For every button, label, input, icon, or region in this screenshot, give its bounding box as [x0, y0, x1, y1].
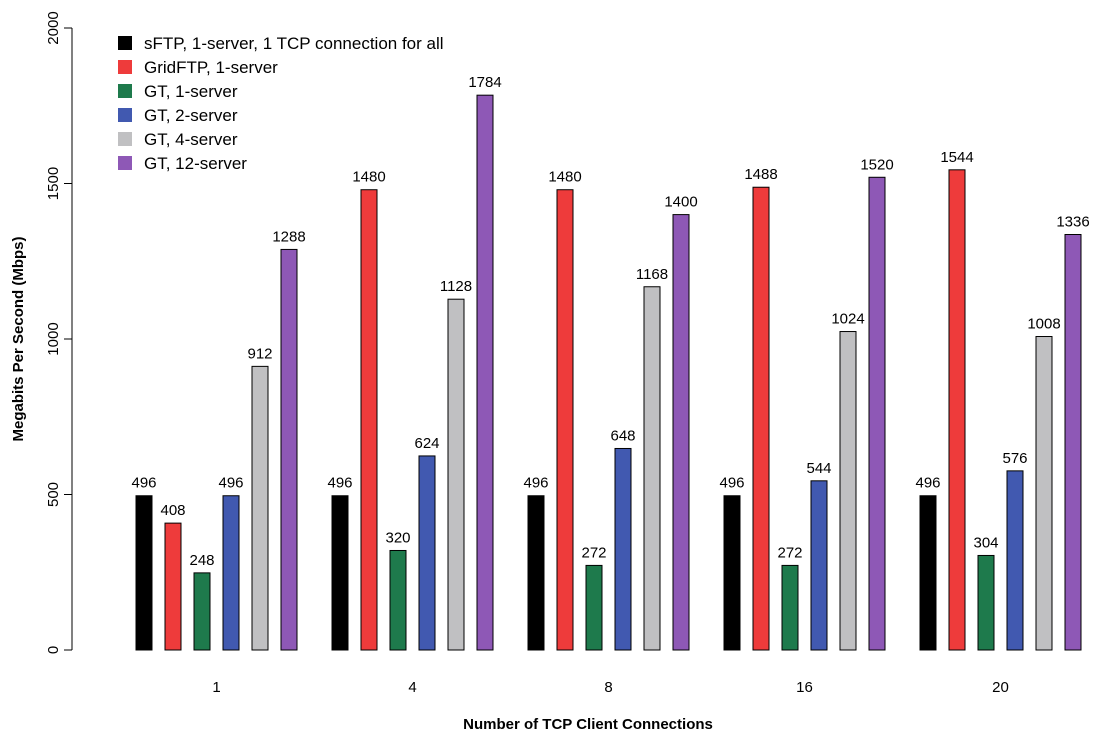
bar [447, 298, 465, 651]
data-label: 304 [973, 534, 998, 551]
data-label: 1024 [831, 311, 864, 328]
bar [810, 480, 828, 651]
data-label: 1784 [468, 74, 501, 91]
bar [585, 564, 603, 651]
x-tick-label: 20 [992, 679, 1009, 696]
data-label: 272 [777, 544, 802, 561]
data-label: 1488 [744, 166, 777, 183]
y-tick-label: 500 [45, 482, 62, 507]
legend-swatch [118, 156, 132, 170]
data-label: 1288 [272, 228, 305, 245]
data-label: 912 [247, 345, 272, 362]
bar [251, 365, 269, 651]
data-label: 1544 [940, 149, 973, 166]
x-axis-title: Number of TCP Client Connections [463, 716, 713, 733]
data-label: 496 [131, 475, 156, 492]
bar [556, 189, 574, 651]
bar [360, 189, 378, 651]
data-label: 496 [218, 475, 243, 492]
bar [193, 572, 211, 651]
bar [752, 186, 770, 651]
data-label: 248 [189, 552, 214, 569]
data-label: 496 [719, 475, 744, 492]
data-label: 624 [414, 435, 439, 452]
legend-swatch [118, 84, 132, 98]
x-tick-label: 1 [212, 679, 220, 696]
data-label: 1400 [664, 194, 697, 211]
bar [977, 554, 995, 651]
x-tick-label: 8 [604, 679, 612, 696]
y-tick-label: 1500 [45, 167, 62, 200]
bars-group [135, 94, 1082, 651]
bar [222, 495, 240, 651]
legend-label: GT, 4-server [144, 130, 238, 149]
y-tick-label: 2000 [45, 11, 62, 44]
bar [839, 331, 857, 651]
legend-swatch [118, 108, 132, 122]
data-label: 576 [1002, 450, 1027, 467]
bar [672, 214, 690, 651]
data-label: 272 [581, 544, 606, 561]
bar [643, 286, 661, 651]
bar [280, 248, 298, 651]
bar [1035, 336, 1053, 651]
y-axis: 0 500 1000 1500 2000 [45, 11, 73, 654]
x-tick-label: 16 [796, 679, 813, 696]
data-label: 320 [385, 529, 410, 546]
legend-label: GT, 12-server [144, 154, 247, 173]
data-label: 1336 [1056, 214, 1089, 231]
y-tick-label: 0 [45, 646, 62, 654]
bar [476, 94, 494, 651]
data-label: 496 [327, 475, 352, 492]
x-tick-label: 4 [408, 679, 416, 696]
data-label: 1480 [352, 169, 385, 186]
bar [1064, 234, 1082, 651]
bar [868, 176, 886, 651]
data-label: 544 [806, 460, 831, 477]
bar [948, 169, 966, 651]
data-label: 496 [523, 475, 548, 492]
data-label: 1168 [636, 266, 668, 283]
legend-label: sFTP, 1-server, 1 TCP connection for all [144, 34, 444, 53]
bar [164, 522, 182, 651]
y-tick-label: 1000 [45, 322, 62, 355]
bar [723, 495, 741, 651]
data-label: 648 [610, 427, 635, 444]
data-label: 1480 [548, 169, 581, 186]
data-label: 408 [160, 502, 185, 519]
bar [614, 447, 632, 651]
data-label: 1008 [1027, 316, 1060, 333]
bar [135, 495, 153, 651]
legend-swatch [118, 60, 132, 74]
bar [331, 495, 349, 651]
legend: sFTP, 1-server, 1 TCP connection for all… [118, 34, 444, 173]
bar [418, 455, 436, 651]
bar [1006, 470, 1024, 651]
legend-label: GridFTP, 1-server [144, 58, 278, 77]
data-label: 496 [915, 475, 940, 492]
legend-label: GT, 1-server [144, 82, 238, 101]
legend-swatch [118, 132, 132, 146]
data-label: 1520 [860, 156, 893, 173]
bar [389, 549, 407, 651]
bar [527, 495, 545, 651]
bar [919, 495, 937, 651]
data-label: 1128 [440, 278, 472, 295]
x-axis: 1 4 8 16 20 [212, 679, 1009, 696]
y-axis-title: Megabits Per Second (Mbps) [10, 236, 27, 441]
bar [781, 564, 799, 651]
legend-label: GT, 2-server [144, 106, 238, 125]
legend-swatch [118, 36, 132, 50]
